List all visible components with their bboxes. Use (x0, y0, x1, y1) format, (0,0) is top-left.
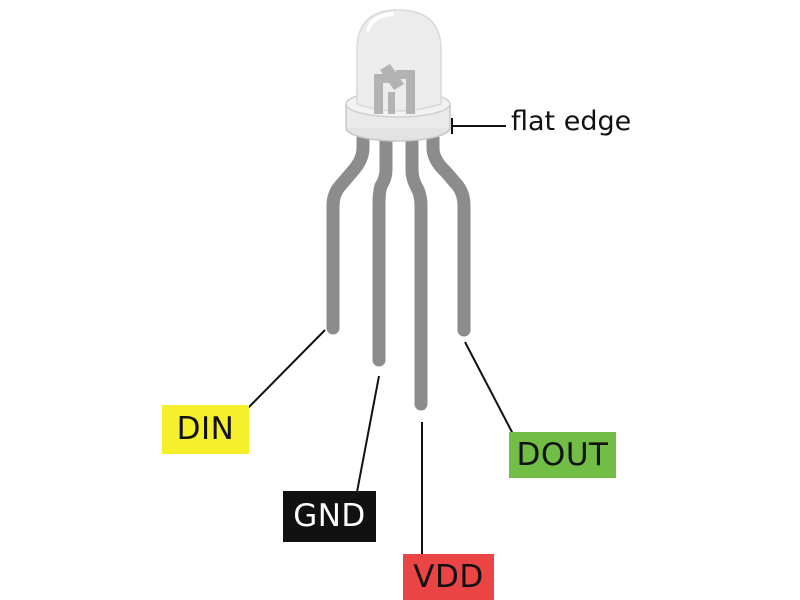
pin-label-dout: DOUT (509, 432, 616, 478)
leader-line-dout (464, 341, 514, 435)
lead-gnd (372, 131, 393, 367)
flat-edge-label: flat edge (511, 106, 632, 137)
lead-dout (426, 131, 471, 337)
led-leads (326, 131, 471, 411)
pin-label-din: DIN (162, 405, 249, 454)
lead-vdd (405, 131, 428, 411)
leader-line-din (247, 329, 326, 409)
led-body (345, 9, 451, 142)
pin-label-gnd: GND (283, 491, 376, 542)
led-die (374, 64, 415, 114)
flat-edge-marker (451, 118, 506, 134)
pin-label-vdd: VDD (403, 554, 494, 600)
leader-line-gnd (356, 375, 380, 493)
leader-lines (247, 329, 514, 556)
lead-din (326, 131, 370, 335)
